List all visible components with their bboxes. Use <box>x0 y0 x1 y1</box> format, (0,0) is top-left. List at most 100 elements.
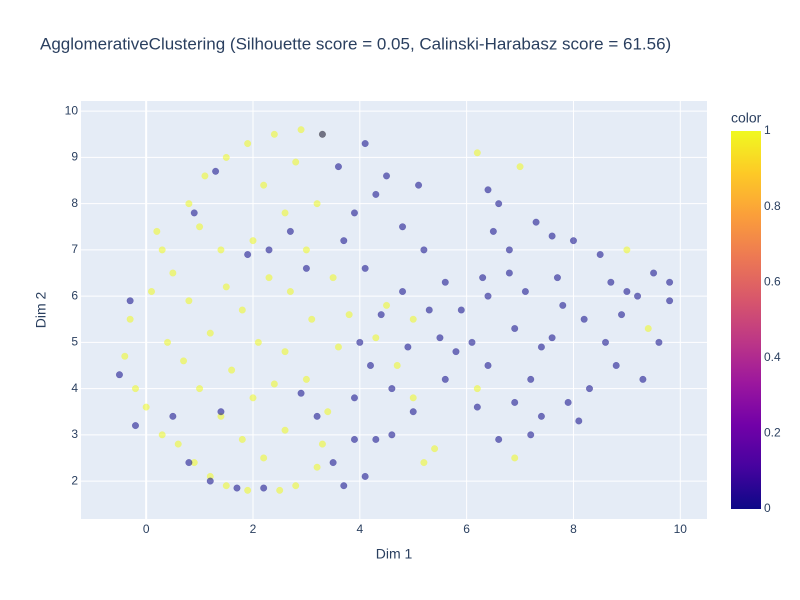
point <box>222 153 230 161</box>
point <box>206 329 214 337</box>
point <box>398 287 407 296</box>
point <box>473 149 481 157</box>
point <box>276 486 284 494</box>
point <box>244 486 252 494</box>
point <box>393 361 401 370</box>
point <box>244 250 252 259</box>
point <box>537 412 545 420</box>
point <box>238 306 246 314</box>
point <box>158 246 166 254</box>
point <box>388 431 396 439</box>
point <box>281 426 289 434</box>
point <box>666 278 674 286</box>
x-tick-label: 10 <box>674 522 688 536</box>
point <box>388 385 396 393</box>
point <box>292 158 300 166</box>
point <box>361 264 369 272</box>
point <box>527 431 535 439</box>
point <box>126 297 134 305</box>
point <box>254 338 262 346</box>
point <box>382 172 391 180</box>
point <box>334 343 343 351</box>
point <box>521 287 529 296</box>
point <box>644 324 652 333</box>
point <box>121 352 129 360</box>
point <box>302 264 310 272</box>
point <box>409 394 417 402</box>
y-axis-title: Dim 2 <box>33 292 49 329</box>
point <box>457 306 465 314</box>
point <box>601 338 610 346</box>
point <box>372 190 380 198</box>
point <box>623 287 631 296</box>
point <box>265 274 273 282</box>
point <box>297 126 305 134</box>
point <box>366 361 375 370</box>
point <box>409 408 417 416</box>
point <box>329 274 337 282</box>
y-tick-label: 7 <box>71 242 78 256</box>
point <box>345 311 353 319</box>
point <box>398 223 407 231</box>
point <box>511 454 519 462</box>
point <box>260 484 268 492</box>
point <box>286 227 294 235</box>
y-tick-label: 8 <box>71 196 78 210</box>
point <box>126 315 134 323</box>
point <box>153 227 161 235</box>
point <box>559 301 567 309</box>
y-tick-label: 3 <box>71 427 78 441</box>
point <box>318 130 326 138</box>
point <box>511 324 519 333</box>
point <box>409 315 417 323</box>
point <box>511 398 519 407</box>
point <box>537 343 545 351</box>
point <box>350 435 359 444</box>
point <box>548 334 556 342</box>
y-tick-label: 9 <box>71 150 78 164</box>
point <box>334 163 343 171</box>
point <box>639 375 647 383</box>
point <box>302 375 310 383</box>
point <box>527 375 535 383</box>
colorbar <box>731 131 761 509</box>
point <box>249 394 257 402</box>
point <box>190 209 198 217</box>
chart-title: AgglomerativeClustering (Silhouette scor… <box>40 34 671 53</box>
point <box>415 181 423 189</box>
point <box>340 237 348 245</box>
point <box>473 403 481 411</box>
point <box>623 246 631 254</box>
point <box>260 181 268 189</box>
point <box>356 338 364 346</box>
point <box>404 343 412 351</box>
point <box>302 246 310 254</box>
point <box>350 394 359 402</box>
point <box>292 482 300 490</box>
point <box>260 454 268 462</box>
point <box>495 200 503 208</box>
point <box>666 297 674 305</box>
point <box>163 338 172 346</box>
x-tick-label: 2 <box>250 522 257 536</box>
point <box>548 232 556 240</box>
point <box>142 403 150 411</box>
colorbar-tick-label: 1 <box>764 123 771 137</box>
point <box>634 292 642 300</box>
x-tick-label: 0 <box>143 522 150 536</box>
colorbar-tick-label: 0.8 <box>764 199 781 213</box>
colorbar-tick-label: 0.4 <box>764 350 781 364</box>
point <box>196 385 204 393</box>
point <box>201 172 209 180</box>
point <box>233 484 241 492</box>
point <box>484 361 492 370</box>
point <box>350 209 359 217</box>
point <box>473 385 481 393</box>
point <box>313 200 321 208</box>
point <box>564 398 572 407</box>
colorbar-title: color <box>731 110 762 126</box>
point <box>222 482 230 490</box>
point <box>174 440 182 448</box>
point <box>206 477 214 485</box>
point <box>324 408 332 416</box>
